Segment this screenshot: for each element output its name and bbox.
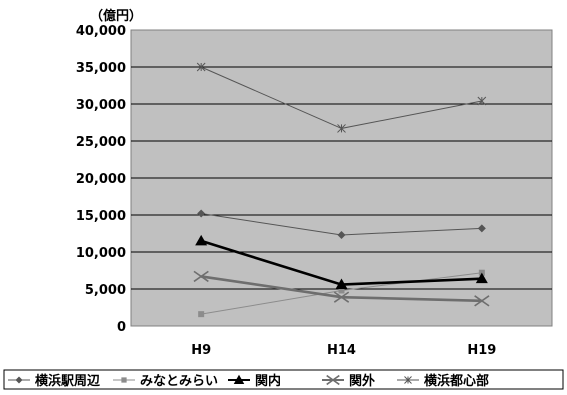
data-point xyxy=(326,374,340,386)
y-tick-label: 5,000 xyxy=(85,283,126,298)
y-tick-label: 40,000 xyxy=(76,24,126,39)
series-1 xyxy=(197,209,486,239)
series-5 xyxy=(196,62,487,133)
y-tick-label: 30,000 xyxy=(76,98,126,113)
legend-label: みなとみらい xyxy=(140,374,218,389)
legend-label: 関外 xyxy=(349,373,375,389)
data-point xyxy=(193,270,209,283)
y-tick-label: 20,000 xyxy=(76,172,126,187)
series-lines xyxy=(193,62,490,318)
series-4 xyxy=(193,270,490,307)
data-point xyxy=(477,96,487,106)
legend-box xyxy=(3,369,564,390)
data-point xyxy=(198,311,205,318)
y-tick-label: 35,000 xyxy=(76,61,126,76)
legend-entry: 関内 xyxy=(228,373,281,389)
y-tick-label: 0 xyxy=(117,320,126,335)
legend: 横浜駅周辺 みなとみらい 関内 関外 横浜都心部 xyxy=(8,373,489,389)
legend-entry: 関外 xyxy=(322,373,375,389)
data-point xyxy=(121,377,127,383)
series-3 xyxy=(195,234,488,290)
data-point xyxy=(475,272,488,284)
data-point xyxy=(233,374,245,384)
data-point xyxy=(333,291,350,303)
y-tick-label: 10,000 xyxy=(76,246,126,261)
data-point xyxy=(337,124,346,133)
x-axis-ticks: H9 H14 H19 xyxy=(191,343,496,358)
legend-label: 横浜駅周辺 xyxy=(35,373,100,389)
legend-entry: みなとみらい xyxy=(113,374,218,389)
x-tick-label: H9 xyxy=(191,343,211,358)
x-tick-label: H14 xyxy=(327,343,356,358)
y-tick-label: 15,000 xyxy=(76,209,126,224)
data-point xyxy=(196,62,206,72)
legend-entry: 横浜都心部 xyxy=(397,373,489,389)
data-point xyxy=(474,295,490,307)
data-point xyxy=(197,209,206,218)
data-point xyxy=(477,224,486,233)
legend-label: 関内 xyxy=(255,373,281,389)
legend-entry: 横浜駅周辺 xyxy=(8,373,100,389)
y-unit-label: （億円） xyxy=(90,8,142,24)
data-point xyxy=(335,278,348,290)
legend-label: 横浜都心部 xyxy=(424,373,489,389)
y-axis-ticks: 0 5,000 10,000 15,000 20,000 25,000 30,000 35,0… xyxy=(76,24,126,335)
y-tick-label: 25,000 xyxy=(76,135,126,150)
x-tick-label: H19 xyxy=(467,343,496,358)
data-point xyxy=(337,230,346,239)
data-point xyxy=(15,376,23,384)
data-point xyxy=(404,376,412,384)
data-point xyxy=(195,234,208,246)
data-point xyxy=(338,287,345,294)
